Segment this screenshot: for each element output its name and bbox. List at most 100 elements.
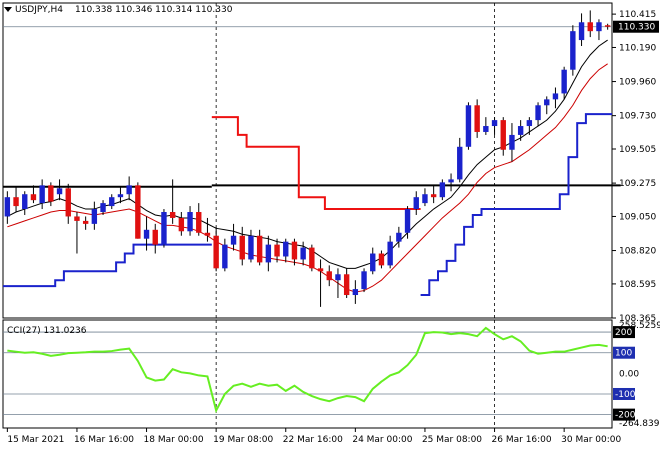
candle-body: [378, 253, 385, 266]
candle-body: [135, 185, 141, 239]
candle-body: [13, 197, 19, 207]
candle-body: [56, 188, 63, 195]
candle-body: [500, 120, 506, 150]
price-tick-label: 110.415: [619, 10, 656, 20]
time-tick-label: 18 Mar 00:00: [144, 435, 204, 445]
cci-level-badge: [613, 387, 635, 400]
candle-body: [552, 93, 559, 100]
cci-tick-label: 258.5259: [619, 321, 660, 331]
candle-body: [561, 69, 567, 94]
candle-body: [404, 209, 411, 233]
candle-body: [352, 289, 359, 296]
price-pane: 110.415 110.190 109.960 109.730 109.505 109.2…: [2, 2, 659, 324]
candle-body: [317, 268, 324, 272]
cci-level-badge-label: -100: [615, 390, 636, 400]
price-tick-label: 109.275: [619, 179, 656, 189]
candle-body: [396, 232, 402, 242]
price-tick-label: 108.820: [619, 247, 656, 257]
support-step-line-0: [3, 243, 212, 288]
time-axis: 15 Mar 2021 16 Mar 16:00 18 Mar 00:00 19 Ma…: [6, 428, 622, 445]
time-tick-label: 24 Mar 00:00: [352, 435, 412, 445]
candle-body: [222, 244, 228, 269]
candle-body: [100, 203, 106, 213]
current-price-badge: [613, 20, 659, 33]
candle-body: [387, 241, 393, 266]
candle-body: [570, 31, 576, 70]
collapse-triangle-icon[interactable]: [4, 7, 12, 12]
cci-level-badge-label: 200: [615, 328, 632, 338]
cci-level-badge: [613, 326, 635, 339]
candle-body: [265, 244, 272, 263]
candle-body: [335, 274, 341, 281]
candle-body: [517, 126, 524, 135]
candle-body: [439, 182, 446, 198]
time-tick-label: 15 Mar 2021: [7, 435, 64, 445]
candle-body: [126, 185, 132, 195]
candle-body: [109, 197, 115, 207]
candle-body: [291, 241, 298, 260]
price-tick-label: 109.730: [619, 112, 656, 122]
candle-body: [169, 212, 176, 218]
candle-body: [596, 22, 602, 32]
support-step-line-1: [420, 113, 612, 297]
candle-body: [239, 235, 245, 260]
cci-pane-frame: [2, 319, 613, 429]
candle-body: [82, 220, 89, 224]
candle-body: [230, 235, 237, 245]
candle-body: [422, 194, 428, 204]
candle-body: [152, 229, 158, 245]
candle-body: [448, 179, 454, 183]
time-tick-label: 30 Mar 00:00: [561, 435, 621, 445]
candle-body: [578, 22, 585, 41]
cci-level-badge: [613, 408, 635, 421]
candle-body: [204, 232, 211, 236]
cci-title: CCI(27) 131.0236: [7, 326, 87, 336]
candle-body: [483, 126, 489, 132]
candle-body: [300, 247, 306, 260]
candle-body: [283, 241, 289, 257]
cci-level-badge-label: 100: [615, 349, 632, 359]
candle-body: [491, 120, 498, 127]
candle-body: [178, 217, 185, 232]
chart-header: USDJPY,H4 110.338 110.346 110.314 110.33…: [4, 5, 233, 15]
candle-body: [39, 185, 45, 204]
candle-body: [22, 194, 28, 210]
candle-body: [361, 271, 367, 290]
time-tick-label: 26 Mar 16:00: [492, 435, 552, 445]
candle-body: [187, 212, 193, 232]
current-price-value: 110.330: [618, 23, 655, 33]
price-tick-label: 110.190: [619, 43, 656, 53]
candle-body: [370, 253, 376, 272]
slow-moving-average-0: [7, 63, 608, 293]
candle-body: [248, 235, 254, 260]
candle-body: [143, 229, 150, 239]
candle-body: [526, 120, 533, 127]
candle-body: [604, 25, 611, 27]
candle-body: [509, 134, 515, 150]
price-tick-label: 109.050: [619, 212, 656, 222]
time-tick-label: 25 Mar 08:00: [422, 435, 482, 445]
candle-body: [535, 105, 541, 121]
price-tick-label: 108.595: [619, 280, 656, 290]
candle-body: [326, 271, 332, 281]
candle-body: [196, 212, 202, 233]
candle-body: [4, 197, 11, 217]
candle-body: [91, 209, 98, 224]
candle-body: [343, 274, 350, 296]
candle-body: [117, 194, 124, 198]
time-tick-label: 19 Mar 08:00: [213, 435, 273, 445]
price-tick-label: 109.960: [619, 78, 656, 88]
candle-body: [587, 22, 593, 32]
candle-body: [30, 194, 37, 201]
candle-body: [413, 197, 419, 210]
price-tick-label: 109.505: [619, 145, 656, 155]
candle-body: [161, 212, 167, 245]
candle-body: [65, 188, 71, 217]
candle-body: [465, 105, 472, 147]
time-tick-label: 22 Mar 16:00: [283, 435, 343, 445]
candle-body: [474, 105, 480, 132]
